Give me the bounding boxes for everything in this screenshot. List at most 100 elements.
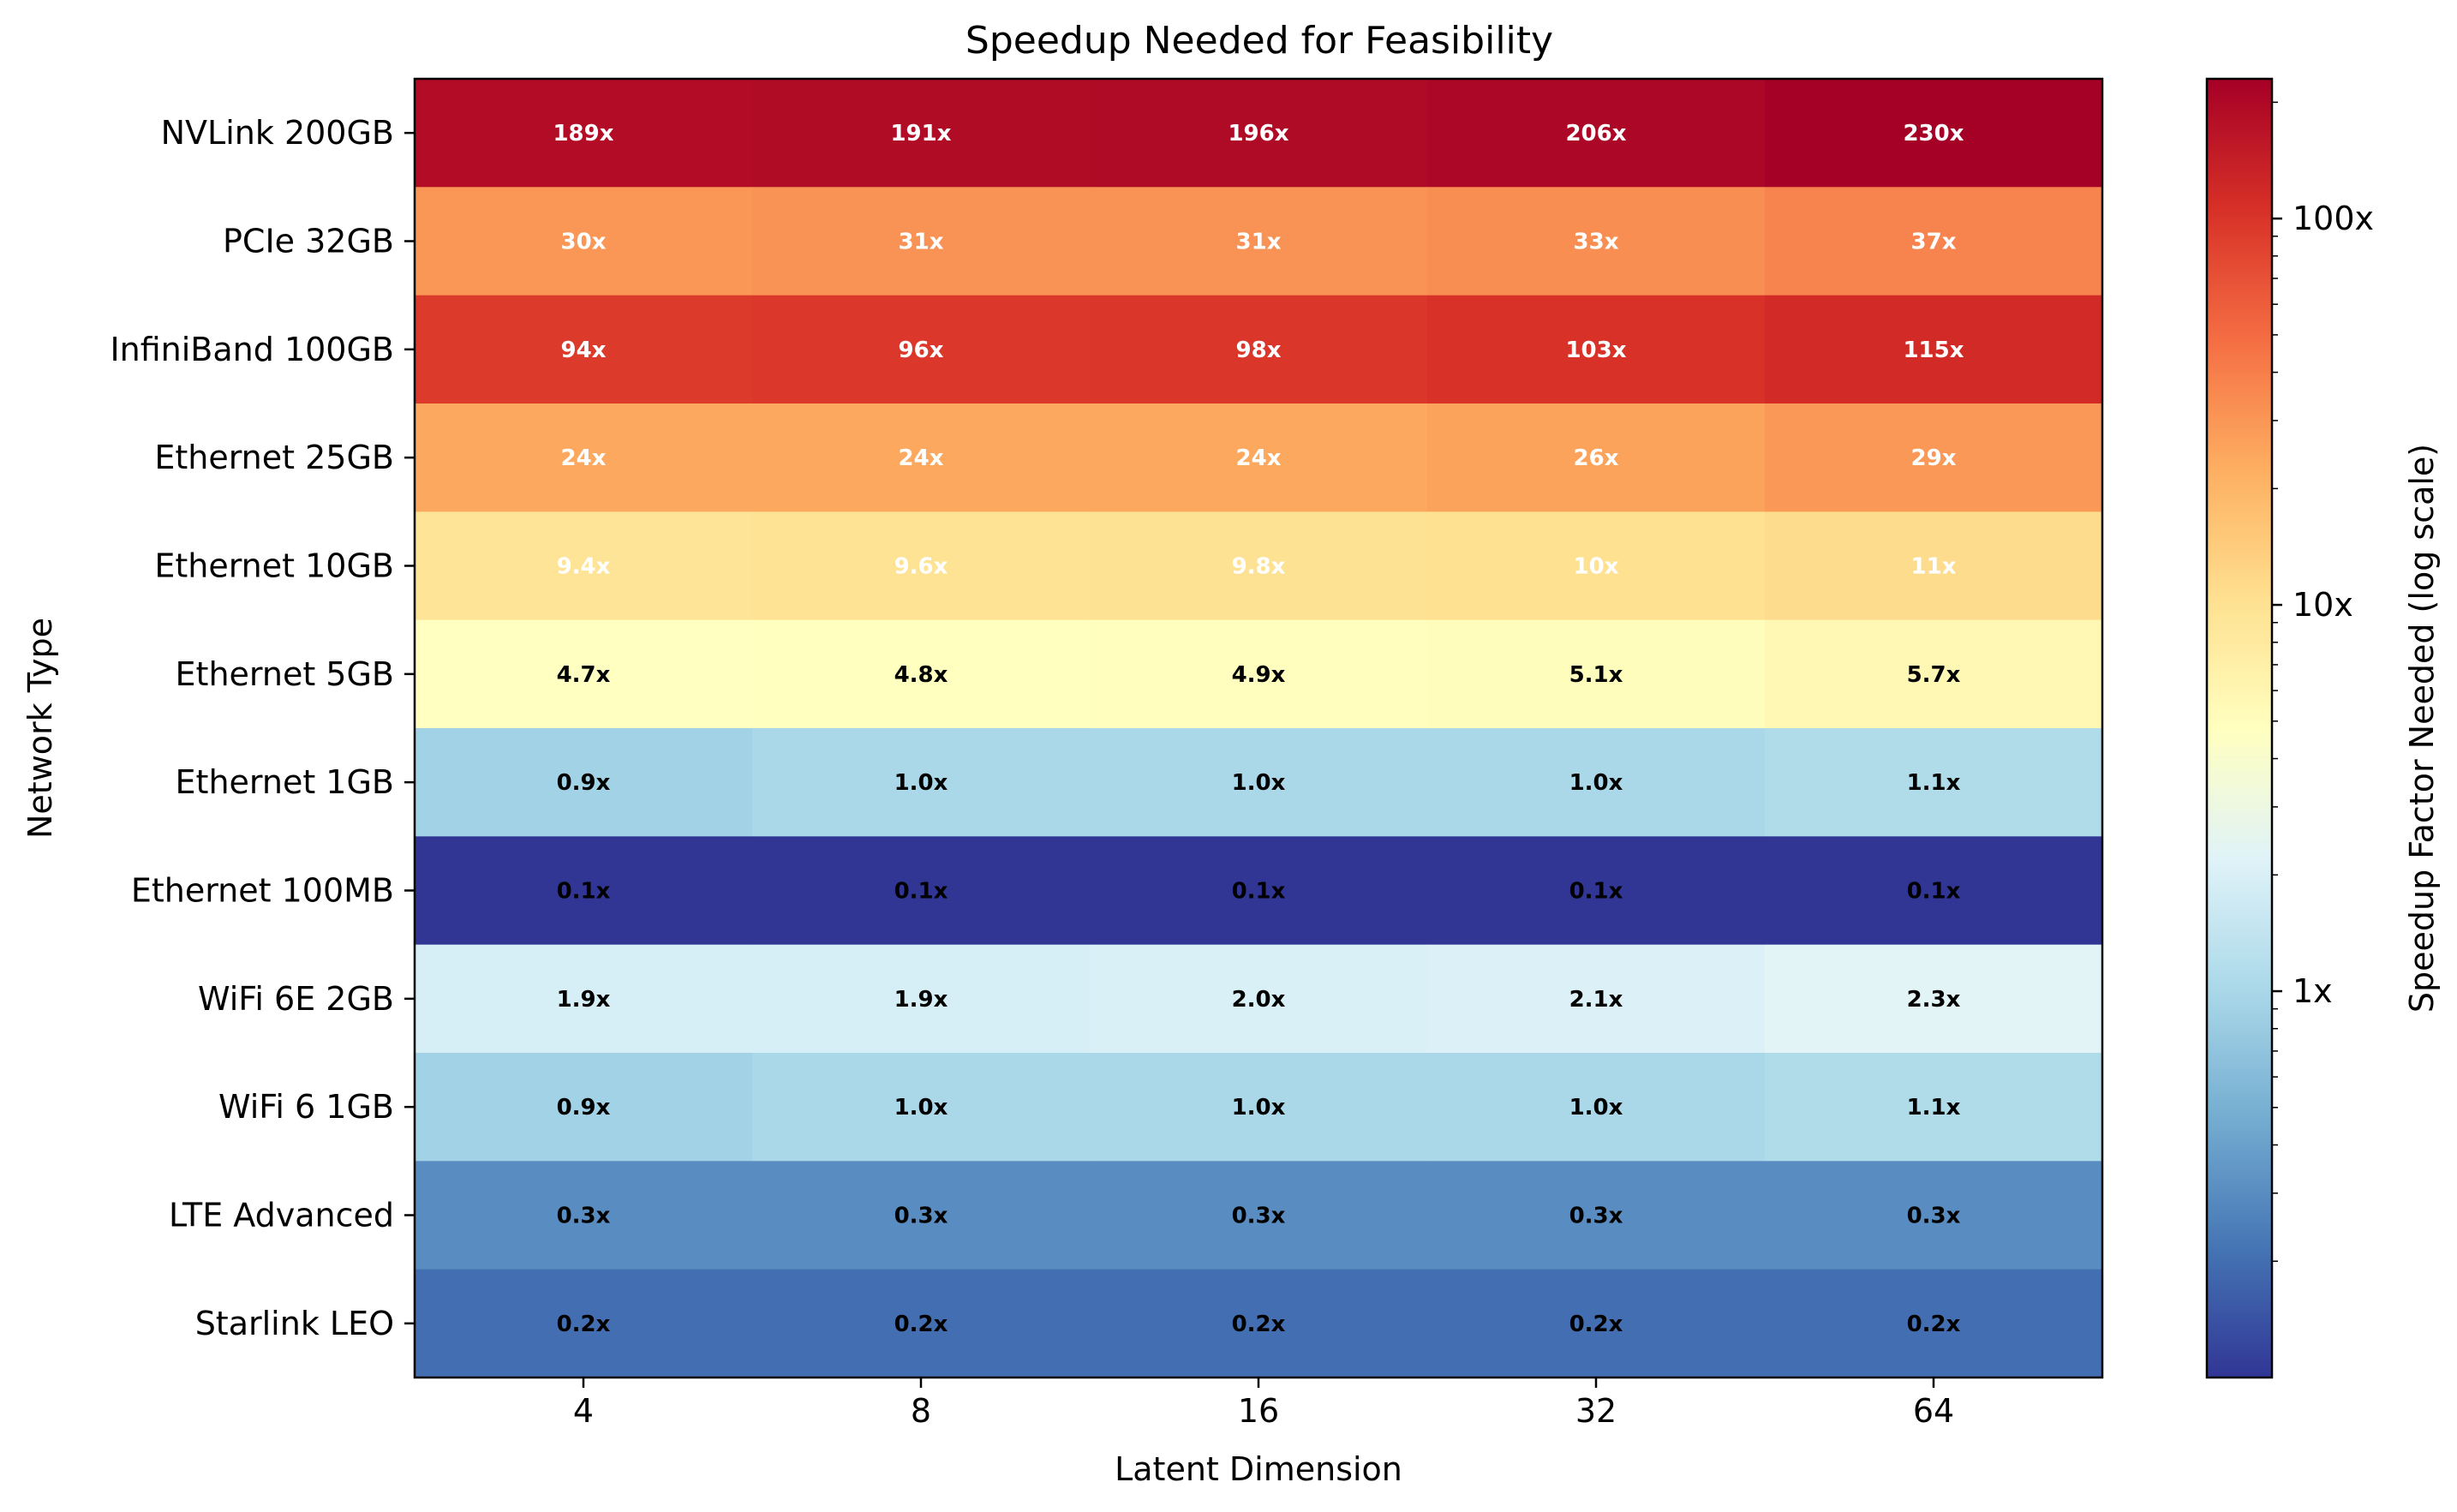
chart-title: Speedup Needed for Feasibility — [965, 19, 1553, 63]
heatmap-cell — [1427, 728, 1766, 837]
y-tick-label: Ethernet 1GB — [176, 763, 394, 801]
cell-value-label: 29x — [1911, 445, 1957, 471]
cell-value-label: 0.9x — [557, 770, 611, 796]
heatmap-cell — [1765, 295, 2103, 404]
heatmap-cells — [415, 79, 2103, 1378]
cell-value-label: 0.2x — [1232, 1312, 1286, 1337]
heatmap-cell — [1090, 187, 1428, 296]
cell-value-label: 9.4x — [557, 554, 611, 580]
heatmap-cell — [1090, 295, 1428, 404]
cell-value-label: 0.1x — [1569, 879, 1623, 905]
cell-value-label: 33x — [1574, 230, 1619, 255]
heatmap-cell — [1427, 619, 1766, 729]
heatmap-cell — [752, 403, 1091, 512]
heatmap-cell — [415, 836, 753, 946]
cell-value-label: 4.9x — [1232, 662, 1286, 688]
y-tick-label: WiFi 6 1GB — [218, 1088, 394, 1126]
heatmap-cell — [1427, 1053, 1766, 1162]
heatmap-cell — [752, 619, 1091, 729]
colorbar-tick-label: 10x — [2293, 586, 2353, 624]
x-tick-label: 64 — [1913, 1392, 1954, 1430]
heatmap-cell — [415, 728, 753, 837]
cell-value-label: 1.0x — [1569, 770, 1623, 796]
heatmap-cell — [415, 1053, 753, 1162]
x-tick-label: 4 — [573, 1392, 594, 1430]
cell-value-label: 1.0x — [1232, 1095, 1286, 1121]
heatmap-cell — [1765, 403, 2103, 512]
cell-value-label: 189x — [553, 121, 613, 146]
cell-value-label: 196x — [1228, 121, 1288, 146]
colorbar-label: Speedup Factor Needed (log scale) — [2403, 444, 2441, 1013]
cell-value-label: 9.8x — [1232, 554, 1286, 580]
cell-value-label: 1.9x — [894, 987, 948, 1013]
cell-value-label: 2.0x — [1232, 987, 1286, 1013]
heatmap-cell-labels: 189x 191x 196x 206x 230x 30x 31x 31x 33x 37x 94x 96… — [553, 121, 1964, 1337]
heatmap-cell — [415, 403, 753, 512]
cell-value-label: 0.1x — [1907, 879, 1961, 905]
cell-value-label: 24x — [561, 445, 607, 471]
cell-value-label: 103x — [1565, 338, 1626, 363]
heatmap-cell — [752, 1161, 1091, 1270]
heatmap-cell — [415, 1269, 753, 1378]
heatmap-cell — [1765, 1269, 2103, 1378]
heatmap-cell — [1765, 511, 2103, 621]
heatmap-cell — [415, 79, 753, 188]
x-axis-label: Latent Dimension — [1115, 1450, 1402, 1488]
heatmap-cell — [1765, 1161, 2103, 1270]
heatmap-cell — [415, 511, 753, 621]
heatmap-cell — [1090, 403, 1428, 512]
y-tick-label: Ethernet 25GB — [154, 439, 394, 476]
cell-value-label: 0.3x — [557, 1204, 611, 1229]
heatmap-cell — [1090, 511, 1428, 621]
heatmap-cell — [752, 728, 1091, 837]
heatmap-cell — [752, 511, 1091, 621]
x-tick-label: 16 — [1238, 1392, 1279, 1430]
cell-value-label: 1.1x — [1907, 770, 1961, 796]
cell-value-label: 0.2x — [1907, 1312, 1961, 1337]
y-tick-label: InfiniBand 100GB — [110, 331, 394, 368]
heatmap-cell — [1427, 511, 1766, 621]
heatmap-cell — [752, 187, 1091, 296]
heatmap-cell — [1765, 79, 2103, 188]
colorbar: 1x 10x 100x Speedup Factor Needed (log sca… — [2205, 77, 2441, 1379]
y-tick-label: Ethernet 100MB — [131, 872, 394, 910]
heatmap-cell — [1090, 79, 1428, 188]
heatmap-cell — [1427, 1161, 1766, 1270]
heatmap-cell — [1090, 1053, 1428, 1162]
heatmap-cell — [1765, 619, 2103, 729]
cell-value-label: 4.7x — [557, 662, 611, 688]
cell-value-label: 2.1x — [1569, 987, 1623, 1013]
cell-value-label: 10x — [1574, 554, 1619, 580]
heatmap-cell — [415, 1161, 753, 1270]
colorbar-tick-label: 1x — [2293, 972, 2333, 1010]
cell-value-label: 1.0x — [894, 1095, 948, 1121]
heatmap-cell — [752, 79, 1091, 188]
cell-value-label: 1.0x — [1569, 1095, 1623, 1121]
heatmap-cell — [752, 836, 1091, 946]
heatmap-cell — [1427, 1269, 1766, 1378]
heatmap-cell — [1090, 944, 1428, 1054]
cell-value-label: 0.3x — [1569, 1204, 1623, 1229]
cell-value-label: 2.3x — [1907, 987, 1961, 1013]
cell-value-label: 1.0x — [894, 770, 948, 796]
heatmap-cell — [1427, 403, 1766, 512]
cell-value-label: 98x — [1236, 338, 1282, 363]
heatmap-cell — [752, 1269, 1091, 1378]
cell-value-label: 31x — [1236, 230, 1282, 255]
cell-value-label: 0.3x — [1907, 1204, 1961, 1229]
cell-value-label: 24x — [1236, 445, 1282, 471]
cell-value-label: 4.8x — [894, 662, 948, 688]
heatmap-cell — [1765, 1053, 2103, 1162]
heatmap-cell — [1427, 944, 1766, 1054]
heatmap-cell — [752, 295, 1091, 404]
cell-value-label: 30x — [561, 230, 607, 255]
x-tick-label: 32 — [1575, 1392, 1617, 1430]
heatmap-cell — [1427, 187, 1766, 296]
cell-value-label: 37x — [1911, 230, 1957, 255]
heatmap-cell — [1090, 728, 1428, 837]
y-tick-label: WiFi 6E 2GB — [198, 980, 394, 1018]
heatmap-cell — [1427, 836, 1766, 946]
cell-value-label: 9.6x — [894, 554, 948, 580]
y-axis-label: Network Type — [21, 618, 59, 839]
